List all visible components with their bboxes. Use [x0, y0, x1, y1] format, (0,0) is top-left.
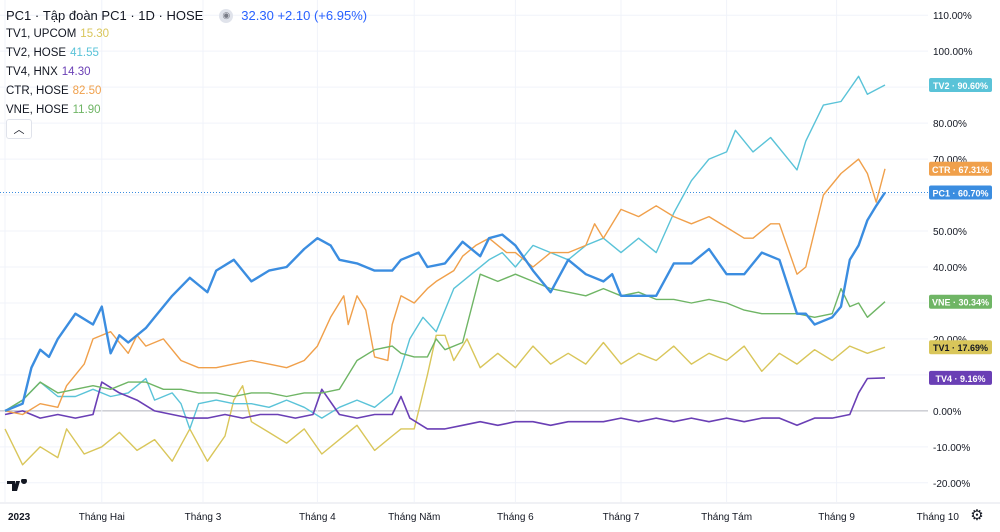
last-value-badges: TV1 · 17.69% TV2 · 90.60% TV4 · 9.16% CTR ·…	[929, 77, 992, 385]
tradingview-logo-mark	[7, 479, 27, 491]
compare-label: TV1, UPCOM	[6, 28, 77, 40]
y-tick-label: -20.00%	[933, 479, 970, 490]
legend-compare-row[interactable]: TV1, UPCOM 15.30	[6, 25, 367, 44]
badge-bg	[929, 185, 992, 200]
badge-vne: VNE · 30.34%	[929, 294, 992, 309]
badge-text: TV1 · 17.69%	[933, 343, 988, 353]
badge-tv4: TV4 · 9.16%	[929, 370, 992, 385]
compare-label: TV2, HOSE	[6, 47, 67, 59]
legend-main[interactable]: PC1 · Tập đoàn PC1 · 1D · HOSE ◉ 32.30 +…	[6, 8, 368, 23]
badge-text: TV2 · 90.60%	[933, 81, 988, 91]
chevron-up-icon[interactable]: ︿	[6, 119, 32, 139]
y-tick-label: 0.00%	[933, 407, 961, 418]
compare-value: 15.30	[80, 28, 110, 40]
badge-text: VNE · 30.34%	[932, 298, 989, 308]
series-line-tv4	[4, 377, 886, 430]
compare-value: 14.30	[61, 66, 91, 78]
badge-bg	[929, 370, 992, 385]
legend-compare-row[interactable]: TV2, HOSE 41.55	[6, 44, 367, 63]
compare-label: TV4, HNX	[6, 66, 58, 78]
main-name: Tập đoàn PC1	[42, 8, 127, 23]
legend-compare-row[interactable]: TV4, HNX 14.30	[6, 63, 367, 82]
badge-bg	[929, 340, 992, 355]
y-tick-label: -10.00%	[933, 443, 970, 454]
compare-value: 82.50	[72, 85, 102, 97]
x-tick-label: Tháng 9	[818, 512, 855, 523]
badge-pc1: PC1 · 60.70%	[929, 185, 992, 200]
series-line-tv1	[4, 334, 886, 466]
x-tick-label: Tháng 7	[603, 512, 640, 523]
compare-value: 11.90	[72, 104, 101, 116]
x-tick-label: Tháng 6	[497, 512, 534, 523]
badge-ctr: CTR · 67.31%	[929, 161, 992, 176]
compare-value: 41.55	[70, 47, 99, 59]
main-change: +2.10 (+6.95%)	[277, 8, 368, 23]
badge-tv2: TV2 · 90.60%	[929, 77, 992, 92]
badge-bg	[929, 77, 992, 92]
compare-label: VNE, HOSE	[6, 104, 69, 116]
x-tick-label: Tháng 4	[299, 512, 336, 523]
main-exchange: HOSE	[166, 8, 204, 23]
x-tick-label: Tháng Hai	[79, 512, 125, 523]
legend: PC1 · Tập đoàn PC1 · 1D · HOSE ◉ 32.30 +…	[6, 6, 367, 120]
eye-icon[interactable]: ◉	[219, 8, 234, 23]
tradingview-logo[interactable]	[6, 475, 30, 497]
series-lines	[4, 75, 887, 466]
gear-icon[interactable]: ⚙	[970, 507, 984, 524]
main-symbol: PC1	[6, 8, 32, 23]
series-line-vne	[4, 273, 886, 412]
x-tick-label: 2023	[8, 512, 31, 523]
legend-compare-row[interactable]: CTR, HOSE 82.50	[6, 82, 367, 101]
main-price: 32.30	[241, 8, 274, 23]
y-tick-label: 40.00%	[933, 263, 967, 274]
legend-compare-row[interactable]: VNE, HOSE 11.90	[6, 101, 367, 120]
badge-bg	[929, 161, 992, 176]
badge-bg	[929, 294, 992, 309]
badge-text: TV4 · 9.16%	[935, 374, 985, 384]
badge-tv1: TV1 · 17.69%	[929, 340, 992, 355]
main-interval: 1D	[138, 8, 155, 23]
series-line-pc1	[4, 191, 887, 413]
x-tick-label: Tháng 10	[917, 512, 960, 523]
x-tick-label: Tháng Tám	[701, 512, 752, 523]
x-axis[interactable]: 2023 Tháng Hai Tháng 3 Tháng 4 Tháng Năm Thán…	[0, 502, 1000, 523]
series-line-ctr	[4, 158, 886, 416]
y-tick-label: 100.00%	[933, 47, 973, 58]
series-line-tv2	[4, 75, 886, 430]
badge-text: PC1 · 60.70%	[932, 189, 988, 199]
x-tick-label: Tháng 3	[185, 512, 222, 523]
y-tick-label: 70.00%	[933, 155, 967, 166]
compare-label: CTR, HOSE	[6, 85, 69, 97]
y-tick-label: 50.00%	[933, 227, 967, 238]
y-tick-label: 110.00%	[933, 11, 972, 22]
y-tick-label: 80.00%	[933, 119, 967, 130]
badge-text: CTR · 67.31%	[932, 165, 989, 175]
x-tick-label: Tháng Năm	[388, 512, 440, 523]
